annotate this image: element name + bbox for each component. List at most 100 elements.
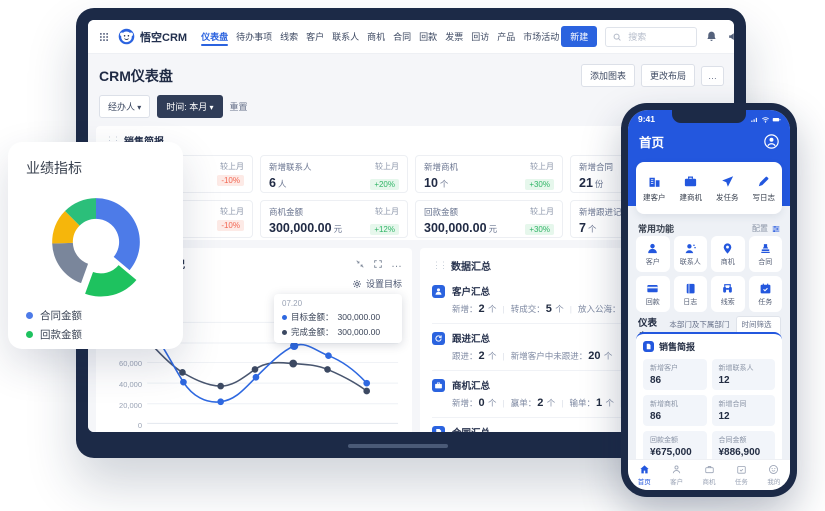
change-layout-button[interactable]: 更改布局 <box>640 64 695 87</box>
quick-action-new-opportunity[interactable]: 建商机 <box>673 162 710 214</box>
quick-action-new-customer[interactable]: 建客户 <box>636 162 673 214</box>
apps-grid-icon[interactable] <box>98 31 110 43</box>
metric-card[interactable]: 新增联系人 较上月 6 人 +20% <box>260 155 408 193</box>
metric-card[interactable]: 新增商机 较上月 10 个 +30% <box>415 155 563 193</box>
compare-label: 较上月 <box>375 162 399 171</box>
nav-item-visits[interactable]: 回访 <box>471 32 490 42</box>
nav-item-contacts[interactable]: 联系人 <box>332 32 360 42</box>
contacts-icon <box>684 242 697 255</box>
contract-summary-icon <box>432 425 445 432</box>
metric-label: 新增商机 <box>424 162 459 172</box>
more-button[interactable]: … <box>701 65 724 86</box>
nav-item-customers[interactable]: 客户 <box>306 32 325 42</box>
delta-badge: -10% <box>217 220 244 231</box>
target-completion-chart: 100,000 80,000 60,000 40,000 20,000 0 <box>106 292 402 432</box>
tab-me[interactable]: 我的 <box>758 460 790 490</box>
phone-notch <box>672 110 746 123</box>
tab-opportunities[interactable]: 商机 <box>693 460 725 490</box>
compare-label: 较上月 <box>530 162 554 171</box>
metric-unit: 个 <box>587 224 597 234</box>
megaphone-icon[interactable] <box>727 30 734 43</box>
app-opportunities[interactable]: 商机 <box>711 236 745 272</box>
done-series-dot <box>282 329 287 335</box>
add-chart-button[interactable]: 添加图表 <box>580 64 635 87</box>
metric-unit: 元 <box>488 224 498 234</box>
common-functions-row: 常用功能 配置 <box>638 222 781 235</box>
app-leads[interactable]: 线索 <box>711 276 745 312</box>
y-tick: 40,000 <box>119 380 142 389</box>
phone-sales-brief-header: 销售简报 <box>643 340 775 353</box>
metric-value: 300,000.00 元 <box>424 221 498 235</box>
nav-item-opportunities[interactable]: 商机 <box>367 32 386 42</box>
time-filter[interactable]: 时间: 本月 <box>157 95 223 118</box>
paper-plane-icon <box>720 174 735 189</box>
config-button[interactable]: 配置 <box>752 223 781 234</box>
app-grid: 客户 联系人 商机 合同 回款 日志 线索 任务 <box>636 236 782 312</box>
page-title: CRM仪表盘 <box>99 67 173 84</box>
compare-label: 较上月 <box>220 162 244 171</box>
nav-item-products[interactable]: 产品 <box>497 32 516 42</box>
app-tasks[interactable]: 任务 <box>748 276 782 312</box>
metric-value: 21 份 <box>579 176 604 190</box>
building-icon <box>647 174 662 189</box>
new-button[interactable]: 新建 <box>561 26 598 47</box>
quick-action-send-task[interactable]: 发任务 <box>709 162 746 214</box>
person-outline-icon <box>671 464 682 475</box>
tab-customers[interactable]: 客户 <box>660 460 692 490</box>
phone-status-bar: 9:41 <box>638 114 781 124</box>
nav-item-leads[interactable]: 线索 <box>280 32 299 42</box>
nav-item-payments[interactable]: 回款 <box>419 32 438 42</box>
app-contracts[interactable]: 合同 <box>748 236 782 272</box>
data-summary-header: 数据汇总 <box>432 254 715 277</box>
app-customers[interactable]: 客户 <box>636 236 670 272</box>
quick-action-write-log[interactable]: 写日志 <box>746 162 783 214</box>
kpi-floating-card: 业绩指标 合同金额 回款金额 <box>8 142 183 349</box>
nav-item-contracts[interactable]: 合同 <box>393 32 412 42</box>
compare-label: 较上月 <box>220 207 244 216</box>
app-contacts[interactable]: 联系人 <box>673 236 707 272</box>
donut-slice-green-exploded <box>84 265 136 297</box>
reset-button[interactable]: 重置 <box>229 102 248 112</box>
signal-icon <box>750 115 759 124</box>
dept-filter-select[interactable]: 本部门及下属部门 <box>669 319 730 339</box>
bell-icon[interactable] <box>705 30 718 43</box>
y-tick: 60,000 <box>119 359 142 368</box>
donut-slice-yellow <box>51 211 80 244</box>
nav-item-invoices[interactable]: 发票 <box>445 32 464 42</box>
person-icon <box>646 242 659 255</box>
global-search[interactable] <box>605 26 698 47</box>
metric-unit: 人 <box>277 179 287 189</box>
tab-home[interactable]: 首页 <box>628 460 660 490</box>
phone-frame: 9:41 首页 建客户 建商机 发任务 写日志 常用功能 配置 <box>621 103 797 497</box>
app-payments[interactable]: 回款 <box>636 276 670 312</box>
summary-item-contracts[interactable]: 合同汇总 签约：2 个即将到期：5 个已到期：1 个合同金 <box>432 418 715 432</box>
delta-badge: +12% <box>370 224 399 235</box>
phone-avatar[interactable] <box>763 133 780 150</box>
navbar-icons <box>705 30 734 43</box>
search-input[interactable] <box>626 30 691 43</box>
legend-item-payment-amount[interactable]: 回款金额 <box>26 327 165 342</box>
sales-brief-icon <box>643 341 654 352</box>
app-logs[interactable]: 日志 <box>673 276 707 312</box>
collapse-icon[interactable] <box>355 259 365 269</box>
set-target-button[interactable]: 设置目标 <box>106 277 402 290</box>
tooltip-target-row: 目标金额： 300,000.00 <box>282 311 394 323</box>
sliders-icon <box>771 224 781 234</box>
summary-item-followups[interactable]: 跟进汇总 跟进：2 个新增客户中未跟进：20 个 <box>432 324 715 371</box>
smiley-icon <box>768 464 779 475</box>
panel-more-icon[interactable]: … <box>391 257 402 270</box>
nav-item-todo[interactable]: 待办事项 <box>236 32 273 42</box>
nav-item-dashboard[interactable]: 仪表盘 <box>201 20 229 53</box>
owner-filter[interactable]: 经办人 <box>99 95 151 118</box>
phone-header: 首页 <box>639 132 780 151</box>
metric-card[interactable]: 商机金额 较上月 300,000.00 元 +12% <box>260 200 408 238</box>
phone-tab-bar: 首页 客户 商机 任务 我的 <box>628 459 790 490</box>
fullscreen-icon[interactable] <box>373 259 383 269</box>
legend-dot-green <box>26 331 33 338</box>
tab-tasks[interactable]: 任务 <box>725 460 757 490</box>
nav-item-campaigns[interactable]: 市场活动 <box>523 32 560 42</box>
legend-item-contract-amount[interactable]: 合同金额 <box>26 308 165 323</box>
metric-card[interactable]: 回款金额 较上月 300,000.00 元 +30% <box>415 200 563 238</box>
